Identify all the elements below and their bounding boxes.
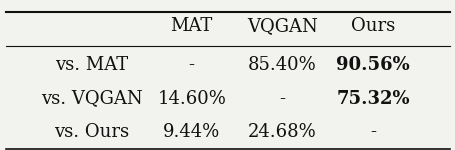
- Text: vs. VQGAN: vs. VQGAN: [41, 90, 142, 108]
- Text: Ours: Ours: [350, 17, 394, 35]
- Text: VQGAN: VQGAN: [247, 17, 317, 35]
- Text: 75.32%: 75.32%: [335, 90, 409, 108]
- Text: vs. Ours: vs. Ours: [54, 123, 129, 141]
- Text: -: -: [369, 123, 375, 141]
- Text: 9.44%: 9.44%: [163, 123, 220, 141]
- Text: -: -: [279, 90, 285, 108]
- Text: 24.68%: 24.68%: [248, 123, 316, 141]
- Text: 14.60%: 14.60%: [157, 90, 226, 108]
- Text: 85.40%: 85.40%: [248, 56, 316, 74]
- Text: -: -: [188, 56, 194, 74]
- Text: 90.56%: 90.56%: [335, 56, 409, 74]
- Text: MAT: MAT: [170, 17, 212, 35]
- Text: vs. MAT: vs. MAT: [56, 56, 128, 74]
